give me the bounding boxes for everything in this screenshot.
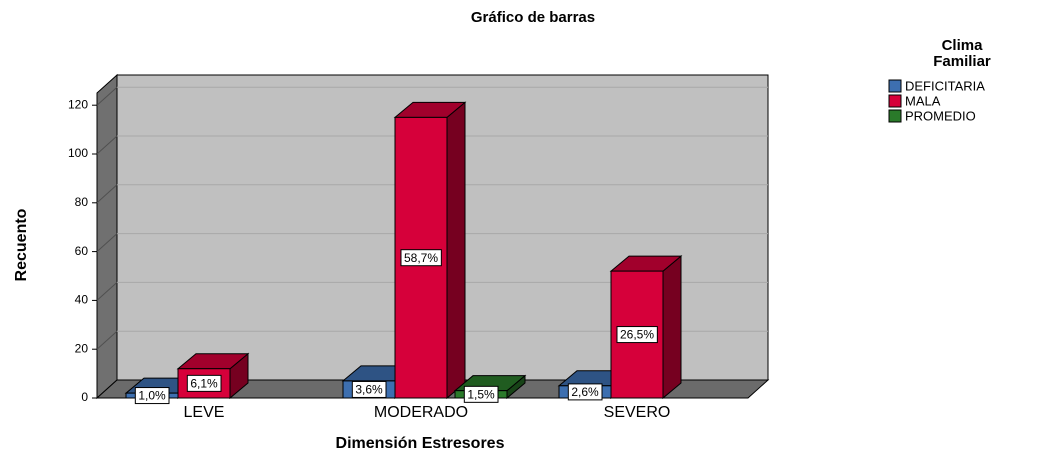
grid-line bbox=[96, 282, 118, 301]
y-tick-label: 0 bbox=[81, 390, 88, 404]
y-axis-label: Recuento bbox=[13, 208, 30, 281]
legend-title: Clima Familiar bbox=[933, 37, 991, 70]
y-tick-label: 40 bbox=[75, 293, 89, 307]
y-tick-label: 60 bbox=[75, 244, 89, 258]
value-label-box bbox=[134, 387, 170, 405]
value-label: 58,7% bbox=[404, 251, 438, 265]
value-label: 3,6% bbox=[355, 383, 383, 397]
y-tick-label: 20 bbox=[75, 341, 89, 355]
x-tick-label: SEVERO bbox=[604, 404, 671, 421]
grid-line bbox=[96, 86, 118, 106]
grid-line bbox=[96, 135, 118, 155]
legend-label: PROMEDIO bbox=[905, 108, 976, 123]
value-label-box bbox=[186, 374, 222, 392]
value-label-box bbox=[567, 383, 603, 401]
value-label-box bbox=[351, 380, 387, 398]
y-tick-label: 80 bbox=[75, 195, 89, 209]
x-tick-label: LEVE bbox=[184, 404, 225, 421]
legend-label: MALA bbox=[905, 93, 941, 108]
value-label-box bbox=[463, 385, 499, 403]
y-tick-label: 120 bbox=[68, 97, 88, 111]
legend-swatch bbox=[888, 94, 902, 108]
value-label: 6,1% bbox=[190, 377, 218, 391]
legend-label: DEFICITARIA bbox=[905, 78, 985, 93]
grid-line bbox=[96, 233, 118, 252]
x-axis-label: Dimensión Estresores bbox=[336, 435, 505, 452]
value-label-box bbox=[400, 249, 442, 267]
value-label: 2,6% bbox=[571, 385, 599, 399]
grid-line bbox=[96, 184, 118, 204]
value-label: 26,5% bbox=[620, 328, 654, 342]
legend-swatch bbox=[888, 109, 902, 123]
value-label-box bbox=[616, 326, 658, 344]
bar-side bbox=[446, 101, 466, 400]
bar-side bbox=[662, 255, 682, 400]
legend-swatch bbox=[888, 79, 902, 93]
value-label: 1,0% bbox=[138, 389, 166, 403]
value-label: 1,5% bbox=[467, 388, 495, 402]
chart-title: Gráfico de barras bbox=[471, 9, 595, 26]
grid-line bbox=[96, 330, 118, 350]
x-tick-label: MODERADO bbox=[374, 404, 468, 421]
y-tick-label: 100 bbox=[68, 146, 88, 160]
